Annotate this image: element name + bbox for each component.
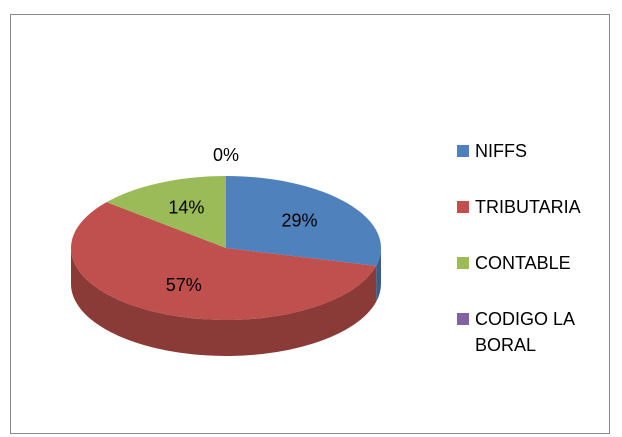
legend-label: NIFFS bbox=[475, 141, 527, 161]
legend-item: CONTABLE bbox=[457, 250, 607, 306]
data-label: 57% bbox=[166, 275, 202, 295]
slice bbox=[106, 176, 226, 248]
legend-item: CODIGO LA BORAL bbox=[457, 306, 607, 362]
legend-swatch bbox=[457, 201, 469, 213]
slice bbox=[226, 176, 381, 266]
slice bbox=[71, 202, 377, 320]
legend-swatch bbox=[457, 313, 469, 325]
data-label: 29% bbox=[281, 210, 317, 230]
legend-label: TRIBUTARIA bbox=[475, 197, 581, 217]
legend-item: NIFFS bbox=[457, 138, 607, 194]
legend-label: CODIGO LA BORAL bbox=[475, 309, 575, 355]
legend-label: CONTABLE bbox=[475, 253, 571, 273]
slice-side bbox=[376, 248, 381, 302]
slice-side bbox=[71, 248, 377, 357]
legend-swatch bbox=[457, 145, 469, 157]
chart-border bbox=[10, 14, 610, 434]
legend-swatch bbox=[457, 257, 469, 269]
data-label: 14% bbox=[168, 198, 204, 218]
legend-item: TRIBUTARIA bbox=[457, 194, 607, 250]
legend: NIFFS TRIBUTARIA CONTABLE CODIGO LA BORAL bbox=[457, 138, 607, 362]
data-label: 0% bbox=[213, 145, 239, 165]
